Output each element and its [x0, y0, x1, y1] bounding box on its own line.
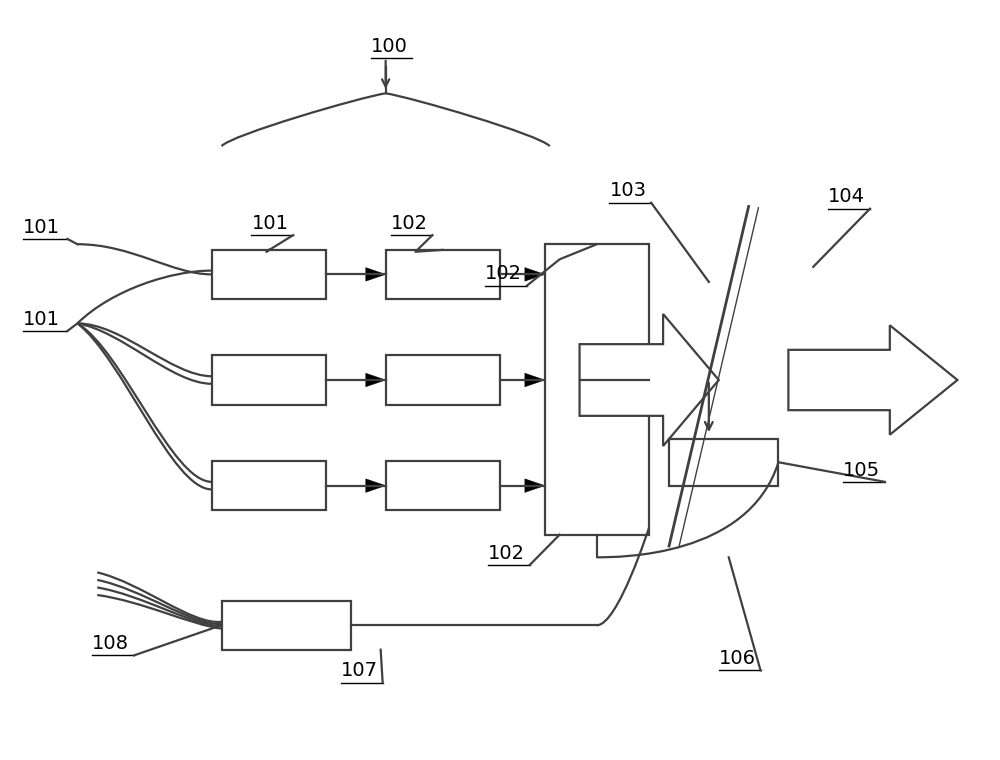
Polygon shape: [525, 479, 545, 492]
Polygon shape: [366, 479, 386, 492]
Text: 108: 108: [92, 634, 129, 653]
Text: 102: 102: [488, 543, 525, 562]
Bar: [386, 250, 500, 299]
Text: 106: 106: [719, 649, 756, 668]
Polygon shape: [366, 268, 386, 281]
Text: 102: 102: [485, 264, 522, 283]
Text: 102: 102: [391, 214, 428, 233]
Text: 104: 104: [828, 188, 865, 207]
Bar: [669, 439, 778, 486]
Bar: [212, 461, 326, 510]
Bar: [212, 356, 326, 404]
Bar: [212, 250, 326, 299]
Polygon shape: [366, 373, 386, 387]
Polygon shape: [525, 268, 545, 281]
Text: 101: 101: [251, 214, 288, 233]
Bar: [222, 600, 351, 650]
Text: 107: 107: [341, 661, 378, 680]
Text: 105: 105: [843, 461, 880, 480]
Polygon shape: [525, 373, 545, 387]
Polygon shape: [788, 325, 957, 435]
Bar: [386, 461, 500, 510]
Bar: [545, 244, 649, 535]
Text: 101: 101: [23, 309, 60, 328]
Text: 103: 103: [609, 182, 646, 201]
Polygon shape: [580, 314, 719, 446]
Bar: [386, 356, 500, 404]
Text: 100: 100: [371, 36, 408, 55]
Text: 101: 101: [23, 217, 60, 236]
